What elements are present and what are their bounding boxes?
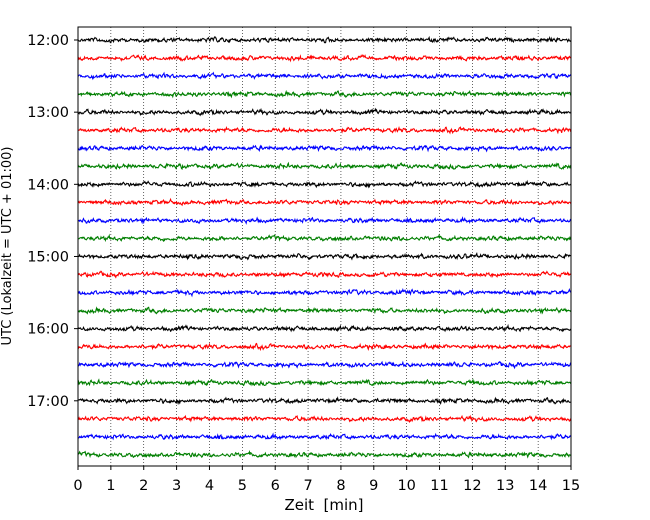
x-tick-label-5: 5 [238, 478, 247, 494]
y-tick-label-1500: 15:00 [27, 249, 69, 265]
x-tick-label-9: 9 [369, 478, 378, 494]
trace-1515 [77, 270, 572, 279]
x-tick-label-6: 6 [271, 478, 280, 494]
trace-1500 [77, 251, 572, 261]
x-axis-label: Zeit [min] [284, 496, 363, 514]
trace-1330 [77, 144, 572, 153]
trace-1730 [77, 432, 572, 441]
x-tick-label-10: 10 [397, 478, 415, 494]
y-axis-label: UTC (Lokalzeit = UTC + 01:00) [0, 147, 15, 346]
plot-frame [77, 26, 572, 467]
trace-layer [77, 35, 572, 459]
trace-1200 [77, 35, 572, 44]
trace-1345 [77, 161, 572, 170]
trace-1215 [77, 54, 572, 63]
x-tick-label-0: 0 [73, 478, 82, 494]
trace-1600 [77, 323, 572, 333]
trace-1745 [77, 449, 572, 459]
y-tick-label-1200: 12:00 [27, 33, 69, 49]
x-tick-label-15: 15 [562, 478, 580, 494]
y-tick-label-1600: 16:00 [27, 322, 69, 338]
y-axis: 12:00 13:00 14:00 15:00 16:00 17:00 [27, 33, 78, 410]
x-tick-label-12: 12 [463, 478, 481, 494]
x-axis: 0 1 2 3 4 5 6 7 8 9 10 11 12 13 14 15 [73, 466, 580, 494]
x-tick-label-13: 13 [496, 478, 514, 494]
x-tick-label-7: 7 [303, 478, 312, 494]
y-tick-label-1400: 14:00 [27, 177, 69, 193]
trace-1445 [77, 233, 572, 243]
trace-1530 [77, 287, 572, 298]
trace-1415 [77, 197, 572, 207]
x-tick-label-3: 3 [172, 478, 181, 494]
trace-1545 [77, 306, 572, 315]
y-tick-label-1700: 17:00 [27, 394, 69, 410]
trace-1315 [77, 125, 572, 135]
y-tick-label-1300: 13:00 [27, 105, 69, 121]
trace-1700 [77, 396, 572, 405]
x-tick-label-8: 8 [336, 478, 345, 494]
trace-1245 [77, 89, 572, 99]
trace-1230 [77, 71, 572, 81]
trace-1630 [77, 360, 572, 370]
x-tick-label-14: 14 [529, 478, 547, 494]
trace-1300 [77, 107, 572, 117]
x-tick-label-11: 11 [430, 478, 448, 494]
trace-1615 [77, 342, 572, 352]
trace-1430 [77, 216, 572, 225]
vertical-grid [110, 27, 539, 466]
x-tick-label-1: 1 [106, 478, 115, 494]
trace-1715 [77, 414, 572, 423]
x-tick-label-4: 4 [205, 478, 214, 494]
trace-1645 [77, 378, 572, 387]
trace-1400 [77, 179, 572, 189]
x-tick-label-2: 2 [139, 478, 148, 494]
